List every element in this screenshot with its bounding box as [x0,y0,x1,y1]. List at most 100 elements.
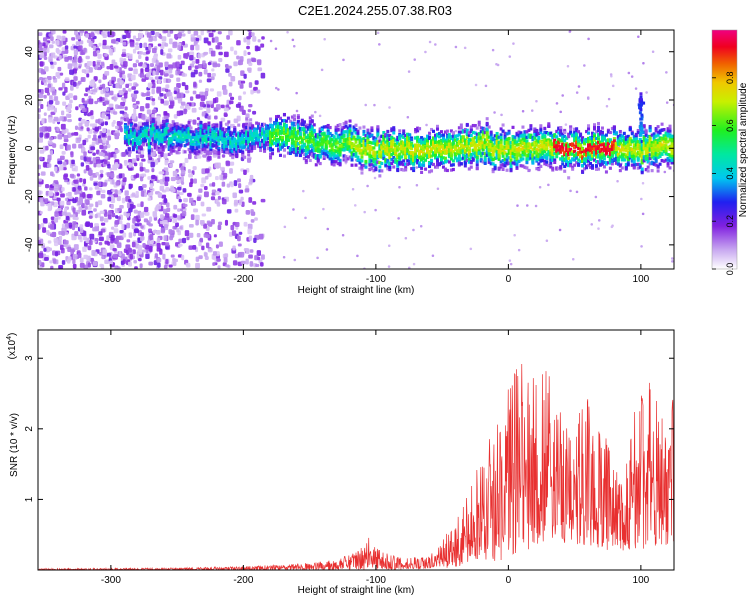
heatmap-noise-cell [126,239,131,243]
heatmap-noise-cell [80,77,86,83]
heatmap-noise-cell [90,110,94,116]
heatmap-band-cell [312,128,316,133]
heatmap-noise-cell [586,96,590,99]
heatmap-noise-cell [89,222,93,228]
heatmap-band-cell [386,129,390,134]
heatmap-noise-cell [74,231,79,237]
heatmap-noise-cell [128,232,133,238]
heatmap-noise-cell [223,51,229,58]
heatmap-band-cell [231,155,235,160]
heatmap-noise-cell [147,109,152,115]
heatmap-noise-cell [88,67,93,73]
heatmap-noise-cell [132,48,137,54]
heatmap-noise-cell [88,239,93,246]
heatmap-noise-cell [156,115,161,122]
heatmap-noise-cell [223,113,228,117]
heatmap-noise-cell [113,97,117,102]
heatmap-noise-cell [39,132,44,138]
heatmap-noise-cell [119,127,123,133]
heatmap-noise-cell [187,153,192,160]
heatmap-noise-cell [295,109,299,113]
heatmap-noise-cell [216,91,222,97]
heatmap-noise-cell [172,261,177,267]
heatmap-noise-cell [132,217,136,224]
heatmap-noise-cell [232,192,237,199]
heatmap-noise-cell [109,64,114,70]
heatmap-noise-cell [177,196,181,200]
heatmap-noise-cell [187,169,192,174]
heatmap-noise-cell [282,255,286,259]
heatmap-noise-cell [48,56,53,63]
heatmap-noise-cell [149,76,154,80]
heatmap-noise-cell [142,184,147,188]
heatmap-noise-cell [39,156,43,161]
heatmap-noise-cell [246,39,251,46]
heatmap-noise-cell [123,211,127,216]
heatmap-noise-cell [145,56,149,61]
heatmap-noise-cell [54,251,59,257]
heatmap-noise-cell [49,233,55,237]
heatmap-noise-cell [78,122,83,127]
heatmap-noise-cell [114,162,119,168]
heatmap-noise-cell [82,246,87,253]
heatmap-band-cell [380,169,384,173]
heatmap-band-cell [187,120,191,125]
spectrogram-marks [38,30,674,269]
heatmap-noise-cell [115,215,119,219]
heatmap-noise-cell [575,91,579,94]
heatmap-noise-cell [415,183,419,187]
heatmap-noise-cell [277,88,280,91]
heatmap-noise-cell [39,76,44,81]
heatmap-band-cell [127,147,131,151]
heatmap-band-cell [342,133,346,138]
heatmap-noise-cell [156,203,162,210]
heatmap-noise-cell [122,48,127,53]
heatmap-noise-cell [651,50,655,54]
heatmap-noise-cell [71,37,76,41]
heatmap-noise-cell [45,145,49,151]
heatmap-band-cell [392,165,396,169]
heatmap-noise-cell [223,107,229,112]
heatmap-noise-cell [177,45,181,51]
heatmap-noise-cell [145,51,150,55]
heatmap-noise-cell [412,228,415,232]
heatmap-noise-cell [61,50,66,55]
heatmap-noise-cell [184,157,189,164]
heatmap-band-cell [402,159,406,163]
heatmap-noise-cell [240,80,246,84]
heatmap-band-cell [374,166,378,170]
heatmap-noise-cell [60,193,65,198]
heatmap-noise-cell [260,262,264,267]
heatmap-band-cell [189,126,193,130]
heatmap-noise-cell [46,92,51,96]
heatmap-noise-cell [173,34,178,39]
heatmap-noise-cell [611,84,615,88]
heatmap-noise-cell [50,64,55,69]
heatmap-noise-cell [48,191,54,197]
heatmap-noise-cell [587,37,590,41]
heatmap-noise-cell [109,52,114,56]
heatmap-band-cell [237,123,241,127]
heatmap-band-cell [332,163,336,167]
heatmap-noise-cell [236,235,241,242]
heatmap-noise-cell [92,89,97,93]
heatmap-noise-cell [193,31,199,36]
heatmap-noise-cell [72,259,76,265]
heatmap-noise-cell [132,35,137,40]
heatmap-noise-cell [77,57,82,63]
heatmap-noise-cell [176,83,181,88]
heatmap-noise-cell [164,88,169,93]
heatmap-noise-cell [69,69,74,75]
heatmap-noise-cell [163,224,169,229]
heatmap-noise-cell [530,109,534,112]
heatmap-band-cell [221,128,225,132]
heatmap-noise-cell [87,90,93,94]
heatmap-noise-cell [57,66,62,72]
heatmap-band-cell [199,120,203,125]
heatmap-band-cell [358,126,362,130]
heatmap-noise-cell [198,71,203,77]
heatmap-noise-cell [53,107,57,113]
heatmap-noise-cell [207,248,213,253]
heatmap-noise-cell [72,207,76,213]
heatmap-noise-cell [454,45,458,49]
